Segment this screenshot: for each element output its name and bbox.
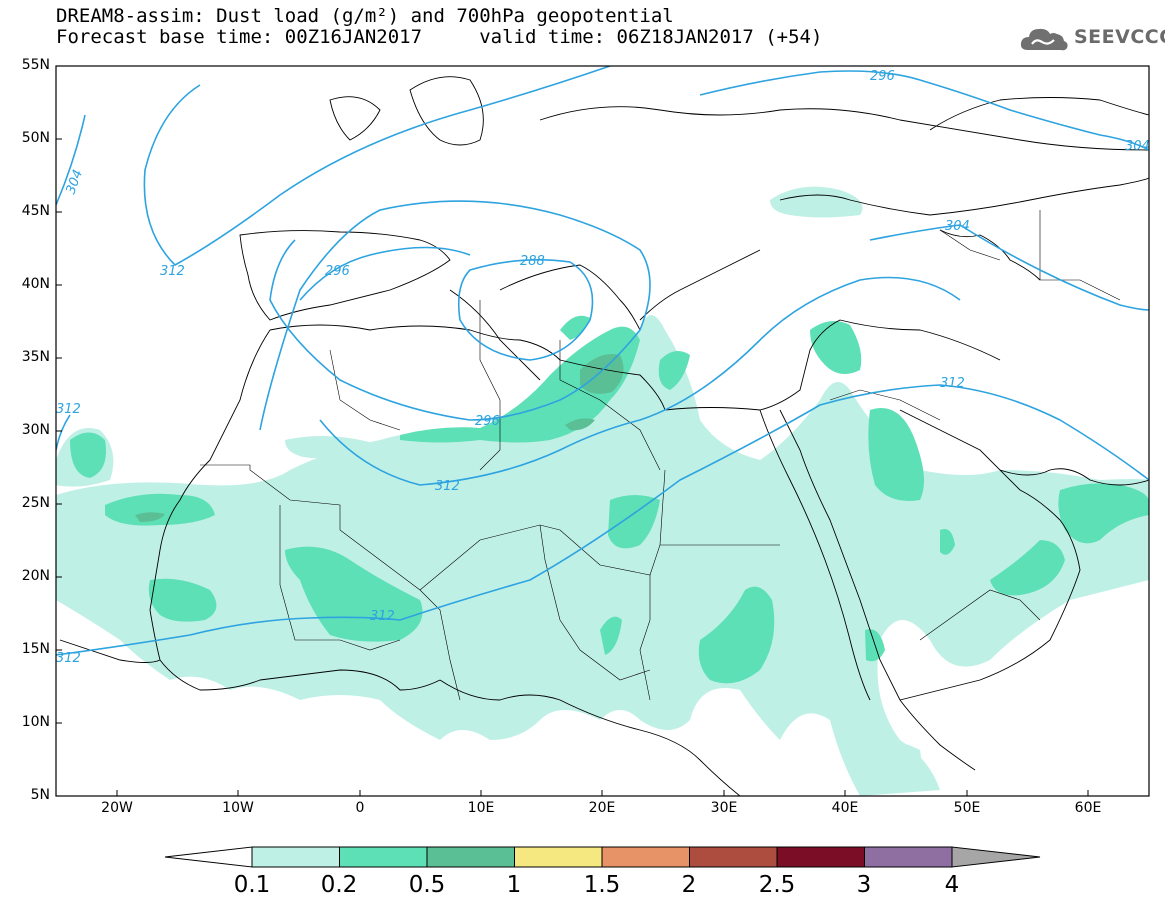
colorbar-swatch <box>251 846 340 868</box>
lon-label: 60E <box>1074 800 1102 816</box>
lon-label: 20W <box>101 800 133 816</box>
lat-label: 30N <box>21 422 50 438</box>
colorbar-label: 0.5 <box>408 872 446 898</box>
colorbar-swatch <box>514 846 603 868</box>
logo-text: SEEVCCC <box>1074 26 1165 48</box>
lat-label: 5N <box>30 787 50 803</box>
contour-label: 312 <box>56 402 81 417</box>
cloud-icon <box>1020 28 1068 51</box>
colorbar-swatch <box>426 846 515 868</box>
contour-label: 304 <box>1125 139 1150 154</box>
lon-label: 50E <box>953 800 981 816</box>
colorbar-swatch <box>601 846 690 868</box>
lon-label: 10W <box>222 800 254 816</box>
colorbar-swatch <box>864 846 953 868</box>
map-subtitle: Forecast base time: 00Z16JAN2017 valid t… <box>56 26 823 48</box>
contour-label-group: 296 304 304 312 312 312 312 288 296 296 … <box>56 69 1150 666</box>
lat-label: 55N <box>21 57 50 73</box>
map-title: DREAM8-assim: Dust load (g/m²) and 700hP… <box>56 5 674 27</box>
colorbar-label: 0.1 <box>233 872 271 898</box>
colorbar-over-arrow <box>951 846 1041 868</box>
colorbar-swatch <box>689 846 778 868</box>
contour-label: 304 <box>945 219 970 234</box>
lon-label: 40E <box>831 800 859 816</box>
lon-label: 10E <box>467 800 495 816</box>
lat-label: 45N <box>21 203 50 219</box>
coastlines <box>59 76 1149 796</box>
lat-label: 20N <box>21 568 50 584</box>
contour-label: 288 <box>520 254 545 269</box>
colorbar-label: 3 <box>856 872 872 898</box>
colorbar <box>164 846 1041 868</box>
contour-label: 312 <box>160 264 185 279</box>
contour-label: 296 <box>870 69 895 84</box>
colorbar-label: 1.5 <box>583 872 621 898</box>
axis-ticks <box>56 65 1089 796</box>
lat-label: 10N <box>21 714 50 730</box>
seevccc-logo: SEEVCCC <box>1018 24 1165 56</box>
contour-label: 312 <box>940 376 965 391</box>
lon-label: 30E <box>710 800 738 816</box>
lat-label: 15N <box>21 641 50 657</box>
contour-label: 312 <box>56 651 81 666</box>
contour-label: 312 <box>370 609 395 624</box>
dust-dark-areas <box>135 354 624 522</box>
colorbar-under-arrow <box>164 846 253 868</box>
contour-label: 296 <box>475 414 500 429</box>
lon-label: 20E <box>588 800 616 816</box>
dust-fields <box>56 186 1149 796</box>
lat-label: 40N <box>21 276 50 292</box>
lat-label: 25N <box>21 495 50 511</box>
colorbar-swatch <box>776 846 865 868</box>
colorbar-label: 4 <box>944 872 960 898</box>
lon-label: 0 <box>355 800 365 816</box>
colorbar-swatch <box>339 846 428 868</box>
dust-medium-areas <box>70 315 1149 684</box>
lat-label: 35N <box>21 349 50 365</box>
colorbar-label: 1 <box>506 872 522 898</box>
country-borders <box>200 210 1121 701</box>
contour-label: 296 <box>325 264 350 279</box>
lat-label: 50N <box>21 130 50 146</box>
colorbar-label: 0.2 <box>320 872 358 898</box>
colorbar-label: 2.5 <box>758 872 796 898</box>
colorbar-label: 2 <box>681 872 697 898</box>
geopotential-contours <box>56 66 1149 656</box>
contour-label: 312 <box>435 479 460 494</box>
